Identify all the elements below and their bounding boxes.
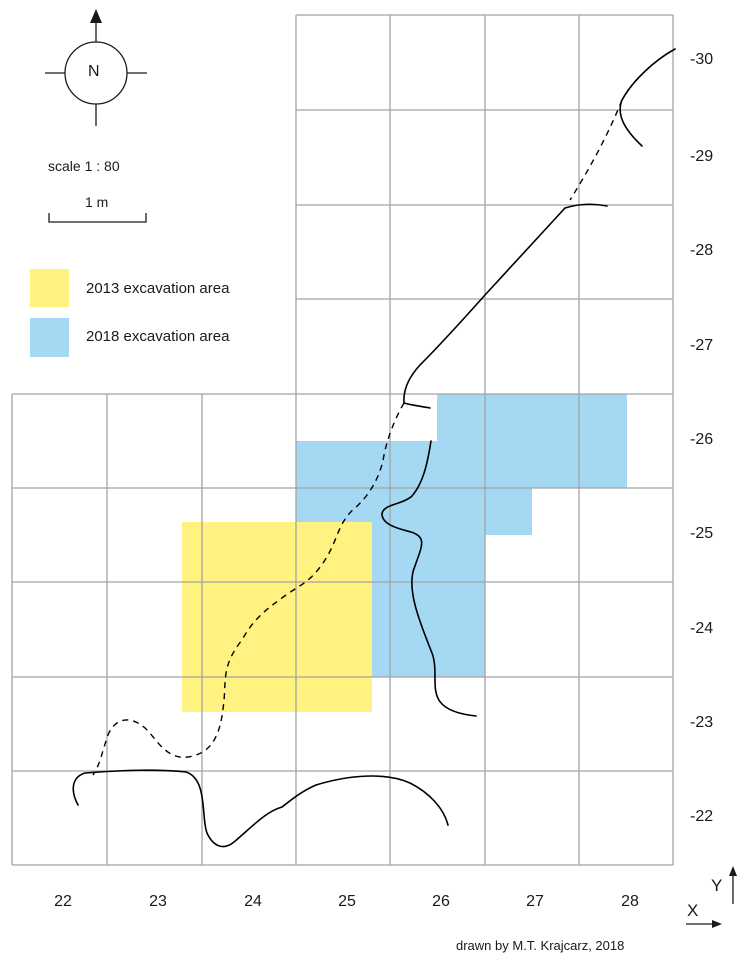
x-tick-label: 22 (54, 893, 72, 910)
y-tick-label: -28 (690, 242, 714, 259)
x-tick-label: 25 (338, 893, 356, 910)
wall-line-southwest (72, 769, 449, 848)
cave-wall-lines (72, 48, 676, 848)
credit-text: drawn by M.T. Krajcarz, 2018 (456, 938, 625, 953)
x-axis-name: X (687, 901, 699, 920)
y-tick-label: -25 (690, 525, 714, 542)
y-tick-label: -23 (690, 714, 714, 731)
wall-line-spur (564, 203, 608, 209)
x-tick-label: 24 (244, 893, 262, 910)
scale-bar (48, 213, 147, 223)
y-tick-label: -24 (690, 620, 714, 637)
y-tick-label: -22 (690, 808, 714, 825)
wall-line-upper-east (619, 48, 676, 147)
axis-arrows-icon (686, 866, 737, 928)
x-tick-label: 26 (432, 893, 450, 910)
x-tick-label: 23 (149, 893, 167, 910)
y-tick-label: -30 (690, 51, 714, 68)
legend-label-2018: 2018 excavation area (86, 328, 230, 345)
scale-bar-label: 1 m (85, 194, 109, 210)
north-arrow-icon (45, 9, 147, 126)
y-axis-name: Y (711, 876, 723, 895)
x-tick-label: 28 (621, 893, 639, 910)
excavation-area-2013 (182, 522, 372, 712)
north-label: N (88, 63, 100, 80)
wall-line-ridge (403, 207, 566, 409)
y-tick-label: -26 (690, 431, 714, 448)
scale-ratio-label: scale 1 : 80 (48, 158, 120, 174)
y-tick-label: -27 (690, 337, 714, 354)
dashed-line-main (92, 402, 405, 776)
dashed-line-north (569, 99, 623, 201)
legend-swatch-2018 (30, 318, 69, 357)
reconstructed-wall-lines (92, 99, 623, 776)
legend-swatch-2013 (30, 269, 69, 307)
y-tick-label: -29 (690, 148, 714, 165)
grid-lines (11, 14, 674, 866)
wall-line-central (381, 440, 477, 717)
legend-label-2013: 2013 excavation area (86, 280, 230, 297)
excavation-area-2018 (296, 394, 627, 677)
x-tick-label: 27 (526, 893, 544, 910)
